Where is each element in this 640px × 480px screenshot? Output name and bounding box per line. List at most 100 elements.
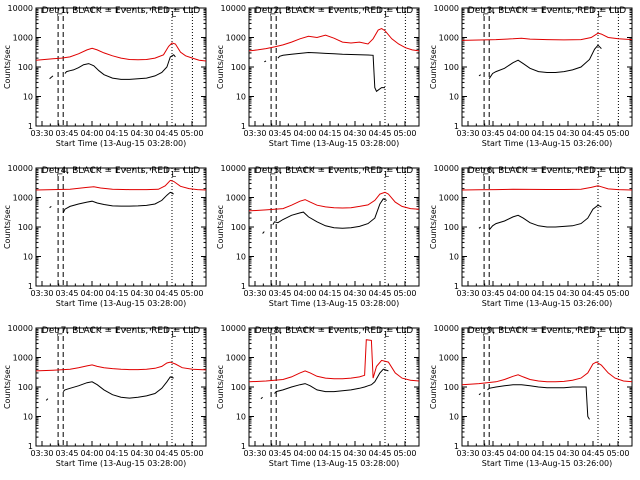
x-axis-title: Start Time (13-Aug-15 03:28:00) <box>56 459 187 468</box>
x-tick-label: 04:30 <box>556 289 579 298</box>
panel-title: Det 9, BLACK = Events, RED = LLD <box>468 326 627 336</box>
y-tick-label: 1 <box>241 442 246 451</box>
plot-frame <box>248 167 420 287</box>
x-tick-label: 05:00 <box>393 289 416 298</box>
panel-det-2: 1 10 100 1000 10000 03:30 03:45 04:00 04:15 04:30… <box>216 4 420 148</box>
lld-series-line <box>461 32 633 41</box>
x-tick-label: 04:00 <box>80 449 103 458</box>
interval-bracket: L <box>171 10 176 19</box>
interval-bracket: L <box>171 170 176 179</box>
plot-frame <box>248 7 420 127</box>
interval-bracket: L <box>597 170 602 179</box>
y-axis-title: Counts/sec <box>216 205 225 249</box>
x-tick-label: 03:45 <box>268 449 291 458</box>
x-tick-label: 05:00 <box>393 449 416 458</box>
x-tick-label: 03:30 <box>30 449 53 458</box>
interval-bracket: L <box>171 330 176 339</box>
events-series-line <box>478 74 481 77</box>
interval-bracket: ⌐ <box>482 330 489 339</box>
y-axis-title: Counts/sec <box>3 365 12 409</box>
lld-series-line <box>35 179 207 191</box>
events-series-line <box>64 54 176 80</box>
y-axis-title: Counts/sec <box>429 205 438 249</box>
x-tick-label: 04:45 <box>155 289 178 298</box>
events-series-line <box>272 198 387 229</box>
x-axis-title: Start Time (13-Aug-15 03:26:00) <box>482 139 613 148</box>
x-axis-title: Start Time (13-Aug-15 03:28:00) <box>269 299 400 308</box>
x-tick-label: 04:30 <box>130 289 153 298</box>
y-tick-label: 10 <box>23 93 33 102</box>
interval-bracket: L <box>597 330 602 339</box>
y-tick-label: 10 <box>23 413 33 422</box>
x-tick-label: 04:30 <box>130 129 153 138</box>
x-tick-label: 04:00 <box>293 289 316 298</box>
x-tick-label: 03:45 <box>55 289 78 298</box>
x-tick-label: 05:00 <box>180 129 203 138</box>
interval-bracket: ⌐ <box>482 10 489 19</box>
panel-det-5: 1 10 100 1000 10000 03:30 03:45 04:00 04:15 04:30… <box>216 164 420 308</box>
x-tick-label: 04:15 <box>531 129 554 138</box>
events-series-line <box>260 396 263 400</box>
panel-det-9: 1 10 100 1000 10000 03:30 03:45 04:00 04:15 04:30… <box>429 324 633 468</box>
x-tick-label: 03:30 <box>243 129 266 138</box>
x-axis-title: Start Time (13-Aug-15 03:26:00) <box>482 299 613 308</box>
lld-series-line <box>248 191 420 212</box>
panel-det-7: 1 10 100 1000 10000 03:30 03:45 04:00 04:15 04:30… <box>3 324 207 468</box>
plot-frame <box>461 327 633 447</box>
interval-bracket: ⌐ <box>56 330 63 339</box>
y-tick-label: 10000 <box>8 4 33 13</box>
y-axis-title: Counts/sec <box>216 365 225 409</box>
y-tick-label: 100 <box>18 223 33 232</box>
x-tick-label: 04:30 <box>343 449 366 458</box>
y-tick-label: 1000 <box>439 34 459 43</box>
panel-title: Det 8, BLACK = Events, RED = LLD <box>255 326 414 336</box>
interval-bracket: ⌐ <box>269 330 276 339</box>
y-axis-title: Counts/sec <box>216 45 225 89</box>
x-tick-label: 04:00 <box>293 449 316 458</box>
interval-bracket: ⌐ <box>269 170 276 179</box>
x-tick-label: 04:15 <box>105 289 128 298</box>
x-tick-label: 05:00 <box>180 289 203 298</box>
y-axis-title: Counts/sec <box>3 205 12 249</box>
x-tick-label: 04:45 <box>581 129 604 138</box>
y-tick-label: 10000 <box>8 324 33 333</box>
y-tick-label: 1000 <box>226 354 246 363</box>
y-tick-label: 1000 <box>439 354 459 363</box>
x-tick-label: 04:30 <box>343 289 366 298</box>
x-tick-label: 04:00 <box>80 289 103 298</box>
events-series-line <box>488 204 602 231</box>
lld-series-line <box>248 28 420 52</box>
lld-series-line <box>461 361 633 386</box>
x-tick-label: 04:15 <box>318 129 341 138</box>
x-tick-label: 04:15 <box>531 449 554 458</box>
interval-bracket: L <box>384 10 389 19</box>
x-tick-label: 03:30 <box>30 129 53 138</box>
events-series-line <box>488 44 602 79</box>
y-tick-label: 10000 <box>434 164 459 173</box>
x-tick-label: 04:45 <box>155 449 178 458</box>
panel-det-4: 1 10 100 1000 10000 03:30 03:45 04:00 04:15 04:30… <box>3 164 207 308</box>
interval-bracket: L <box>384 170 389 179</box>
y-tick-label: 1 <box>241 282 246 291</box>
y-tick-label: 10000 <box>434 324 459 333</box>
y-tick-label: 10 <box>449 413 459 422</box>
y-tick-label: 100 <box>444 223 459 232</box>
events-series-line <box>49 206 52 209</box>
y-tick-label: 1000 <box>226 194 246 203</box>
x-tick-label: 03:45 <box>481 129 504 138</box>
y-tick-label: 1000 <box>13 354 33 363</box>
x-tick-label: 04:00 <box>293 129 316 138</box>
x-tick-label: 04:00 <box>506 129 529 138</box>
x-tick-label: 04:15 <box>318 449 341 458</box>
events-series-line <box>264 60 267 63</box>
x-axis-title: Start Time (13-Aug-15 03:28:00) <box>56 299 187 308</box>
panel-det-8: 1 10 100 1000 10000 03:30 03:45 04:00 04:15 04:30… <box>216 324 420 468</box>
events-series-line <box>478 393 481 396</box>
x-tick-label: 05:00 <box>606 129 629 138</box>
y-tick-label: 100 <box>444 383 459 392</box>
y-tick-label: 10 <box>449 93 459 102</box>
y-tick-label: 100 <box>444 63 459 72</box>
y-tick-label: 10 <box>236 93 246 102</box>
y-tick-label: 100 <box>231 63 246 72</box>
